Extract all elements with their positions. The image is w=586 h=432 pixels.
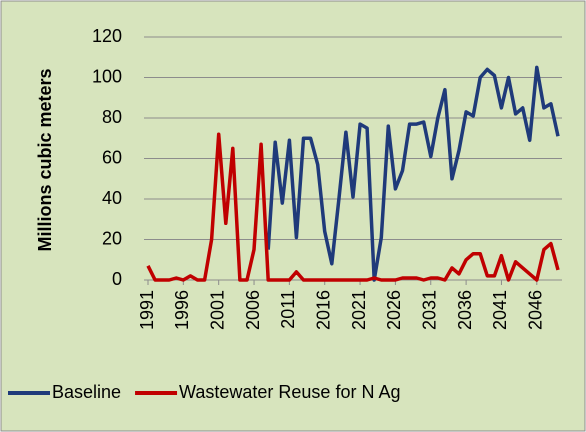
x-tick-label: 2046 bbox=[526, 290, 546, 330]
x-tick-label: 2031 bbox=[420, 290, 440, 330]
x-tick-label: 2016 bbox=[313, 290, 333, 330]
x-tick-label: 1991 bbox=[137, 290, 157, 330]
y-tick-label: 60 bbox=[102, 147, 122, 167]
y-tick-label: 20 bbox=[102, 228, 122, 248]
x-tick-label: 2026 bbox=[384, 290, 404, 330]
x-tick-label: 2041 bbox=[490, 290, 510, 330]
x-tick-label: 2001 bbox=[207, 290, 227, 330]
line-series bbox=[266, 65, 560, 282]
y-tick-label: 100 bbox=[92, 66, 122, 86]
x-tick-label: 2006 bbox=[243, 290, 263, 330]
y-tick-label: 0 bbox=[112, 269, 122, 289]
y-tick-label: 80 bbox=[102, 107, 122, 127]
legend-label: Wastewater Reuse for N Ag bbox=[179, 382, 400, 402]
x-tick-label: 2011 bbox=[278, 290, 298, 329]
x-tick-label: 2036 bbox=[455, 290, 475, 330]
x-tick-label: 2021 bbox=[349, 290, 369, 330]
y-axis-label: Millions cubic meters bbox=[35, 68, 55, 251]
x-tick-label: 1996 bbox=[172, 290, 192, 330]
y-tick-label: 40 bbox=[102, 188, 122, 208]
legend-label: Baseline bbox=[52, 382, 121, 402]
y-tick-label: 120 bbox=[92, 26, 122, 46]
line-series bbox=[146, 132, 560, 282]
